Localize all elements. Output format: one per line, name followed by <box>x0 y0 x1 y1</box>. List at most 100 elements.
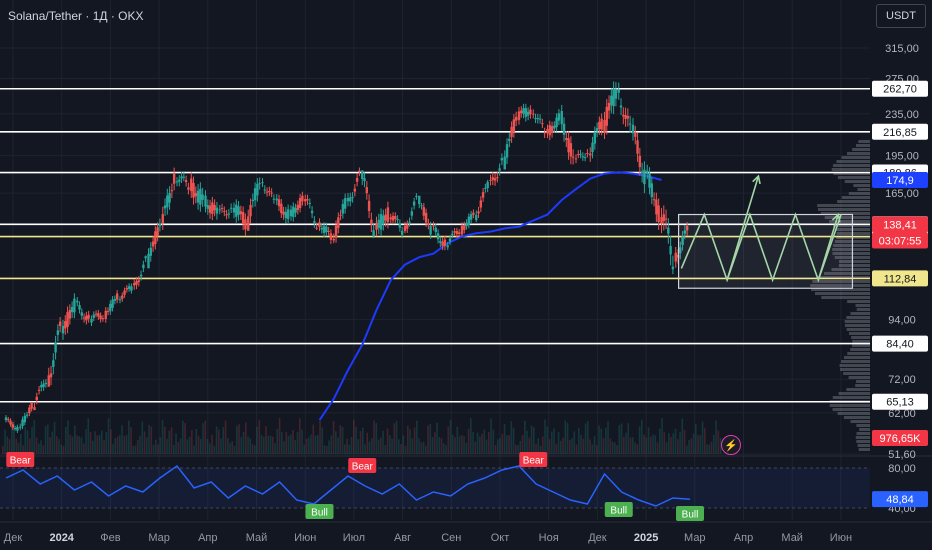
volume-bar <box>530 425 533 454</box>
volume-bar <box>40 440 42 454</box>
volume-bar <box>130 427 132 454</box>
volume-bar <box>256 426 258 454</box>
volume-bar <box>35 437 38 454</box>
volume-bar <box>553 428 555 454</box>
candles <box>4 81 689 433</box>
candle-body <box>277 199 281 207</box>
volume-bar <box>562 437 564 454</box>
profile-bar <box>841 360 870 363</box>
volume-bar <box>548 439 551 454</box>
candle-body <box>339 214 342 216</box>
profile-bar <box>836 160 870 163</box>
volume-bar <box>422 441 425 454</box>
volume-bar <box>449 419 452 454</box>
candle-body <box>377 219 380 228</box>
price-badge-label: 138,41 <box>883 220 917 232</box>
candle-body <box>85 315 88 321</box>
price-tick-label: 315,00 <box>885 43 919 55</box>
volume-bar <box>544 419 546 454</box>
candle-body <box>671 266 675 270</box>
volume-bar <box>321 427 324 454</box>
volume-bar <box>191 430 193 454</box>
signal-label: Bear <box>10 456 32 467</box>
volume-bar <box>656 442 659 454</box>
profile-bar <box>846 316 870 319</box>
volume-bar <box>524 420 526 454</box>
candle-body <box>408 221 411 223</box>
volume-bar <box>418 438 420 454</box>
volume-bar <box>44 426 47 454</box>
volume-bar <box>213 445 216 454</box>
volume-bar <box>267 435 270 454</box>
volume-bar <box>254 445 256 454</box>
price-tick-label: 51,60 <box>888 449 916 461</box>
volume-bar <box>416 420 418 454</box>
volume-bar <box>76 435 78 454</box>
candle-body <box>571 156 575 158</box>
candle-body <box>304 199 307 202</box>
candle-body <box>453 231 456 233</box>
volume-bar <box>404 445 407 454</box>
volume-bar <box>341 426 344 454</box>
volume-bar <box>364 444 366 454</box>
volume-bar <box>447 426 450 454</box>
volume-bar <box>155 439 157 454</box>
candle-body <box>669 245 672 255</box>
chart-grid <box>0 0 870 520</box>
candle-body <box>211 202 214 215</box>
candle-body <box>275 198 278 201</box>
profile-bar <box>853 184 870 187</box>
candle-body <box>372 230 375 237</box>
volume-bar <box>83 443 85 454</box>
price-badge-label: 174,9 <box>886 175 914 187</box>
candle-body <box>477 211 480 214</box>
candle-body <box>263 189 266 191</box>
currency-button[interactable]: USDT <box>876 4 926 28</box>
volume-bar <box>456 426 459 454</box>
candle-body <box>47 375 50 387</box>
time-tick-label: Май <box>781 532 803 544</box>
volume-bar <box>166 438 168 454</box>
volume-bar <box>134 445 137 454</box>
volume-bar <box>42 445 45 454</box>
candle-body <box>237 206 240 215</box>
candle-body <box>225 214 228 216</box>
volume-bar <box>215 426 218 454</box>
candle-body <box>636 140 639 154</box>
volume-bar <box>580 434 582 454</box>
volume-bar <box>49 437 51 454</box>
volume-bar <box>206 438 209 454</box>
candle-body <box>365 187 369 194</box>
price-tick-label: 165,00 <box>885 188 919 200</box>
time-tick-label: 2025 <box>634 532 658 544</box>
candle-body <box>436 233 440 240</box>
candle-body <box>652 199 656 201</box>
candle-body <box>451 233 454 236</box>
volume-bar <box>479 436 481 454</box>
candle-body <box>87 314 90 319</box>
candle-body <box>82 317 86 319</box>
volume-bar <box>139 435 141 454</box>
volume-bar <box>211 434 213 454</box>
candle-body <box>569 143 573 157</box>
profile-bar <box>833 172 870 175</box>
volume-bar <box>409 429 411 454</box>
volume-bar <box>645 437 648 454</box>
candle-body <box>52 360 55 367</box>
volume-bar <box>69 434 72 454</box>
volume-bar <box>492 429 495 454</box>
volume-bar <box>420 442 423 454</box>
candle-body <box>201 194 204 200</box>
volume-bar <box>231 440 234 454</box>
candle-body <box>213 204 216 211</box>
volume-bar <box>56 436 58 454</box>
candle-body <box>104 310 107 319</box>
alert-flash-icon[interactable]: ⚡ <box>721 435 741 455</box>
volume-bar <box>143 431 146 454</box>
candle-body <box>253 188 257 201</box>
candle-body <box>204 195 207 207</box>
volume-bar <box>368 441 371 454</box>
candle-body <box>301 195 304 202</box>
profile-bar <box>859 428 870 431</box>
